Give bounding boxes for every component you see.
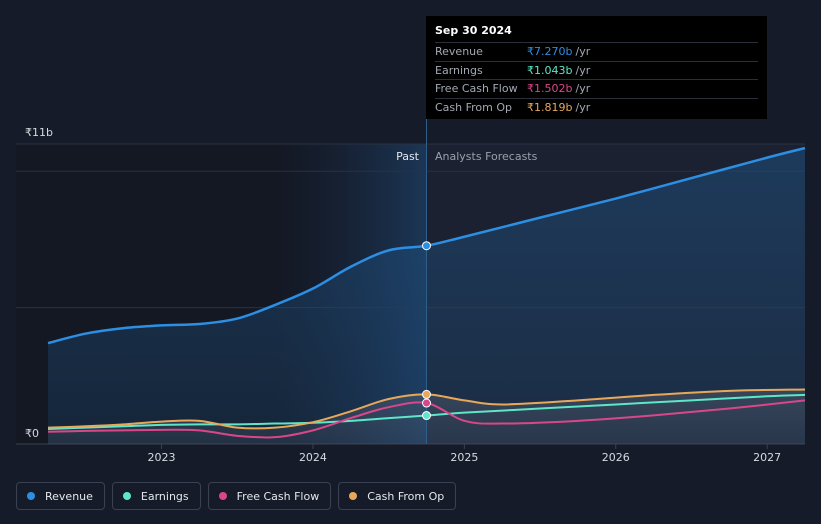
tooltip: Sep 30 2024 Revenue ₹7.270b /yr Earnings…: [426, 16, 767, 119]
tooltip-label: Earnings: [435, 63, 483, 77]
tooltip-unit: /yr: [575, 100, 591, 114]
series-lines: [47, 146, 806, 439]
legend-label: Earnings: [140, 489, 189, 503]
tooltip-label: Free Cash Flow: [435, 82, 518, 96]
revenue-marker: [422, 241, 431, 251]
x-axis: 2023 2024 2025 2026 2027: [148, 444, 781, 464]
cash-from-op-marker: [422, 389, 431, 399]
tooltip-value: ₹1.819b: [527, 100, 573, 114]
tooltip-row-revenue: Revenue ₹7.270b /yr: [435, 42, 758, 61]
past-label: Past: [396, 150, 420, 163]
legend-label: Free Cash Flow: [236, 489, 320, 503]
legend-item-cash-from-op[interactable]: Cash From Op: [338, 482, 457, 510]
tooltip-unit: /yr: [575, 82, 591, 96]
tooltip-value: ₹7.270b: [527, 45, 573, 59]
legend-dot-icon: [349, 492, 358, 500]
cash-from-op-line: [47, 388, 806, 430]
legend-label: Revenue: [45, 489, 93, 503]
tooltip-value: ₹1.502b: [527, 82, 573, 96]
tooltip-row-cash-from-op: Cash From Op ₹1.819b /yr: [435, 97, 758, 117]
tooltip-label: Revenue: [435, 45, 483, 59]
legend-dot-icon: [218, 492, 227, 500]
earnings-line: [47, 393, 806, 430]
tooltip-row-earnings: Earnings ₹1.043b /yr: [435, 60, 758, 80]
tooltip-value: ₹1.043b: [527, 63, 573, 77]
x-tick-label: 2026: [602, 451, 630, 464]
legend-item-free-cash-flow[interactable]: Free Cash Flow: [207, 482, 332, 510]
x-tick-label: 2023: [148, 451, 176, 464]
forecast-label: Analysts Forecasts: [435, 150, 538, 163]
x-tick-label: 2025: [450, 451, 478, 464]
tooltip-row-free-cash-flow: Free Cash Flow ₹1.502b /yr: [435, 79, 758, 98]
revenue-line: [47, 146, 806, 345]
tooltip-date: Sep 30 2024: [435, 24, 512, 37]
y-axis-bottom-label: ₹0: [25, 427, 39, 440]
tooltip-unit: /yr: [575, 45, 591, 59]
tooltip-label: Cash From Op: [435, 100, 513, 114]
earnings-marker: [422, 411, 431, 421]
legend-item-earnings[interactable]: Earnings: [111, 482, 201, 510]
legend-label: Cash From Op: [367, 489, 445, 503]
legend-dot-icon: [27, 492, 35, 500]
free-cash-flow-line: [47, 399, 806, 439]
financial-chart: ₹11b ₹0 Past Analysts Forecasts 2023 2024…: [16, 16, 806, 464]
legend: Revenue Earnings Free Cash Flow Cash Fro…: [16, 482, 457, 510]
legend-dot-icon: [122, 492, 131, 500]
x-tick-label: 2027: [753, 451, 781, 464]
free-cash-flow-marker: [422, 398, 431, 408]
y-axis-top-label: ₹11b: [25, 126, 53, 139]
tooltip-unit: /yr: [575, 63, 591, 77]
hover-markers: [422, 241, 431, 421]
x-tick-label: 2024: [299, 451, 327, 464]
legend-item-revenue[interactable]: Revenue: [16, 482, 105, 510]
